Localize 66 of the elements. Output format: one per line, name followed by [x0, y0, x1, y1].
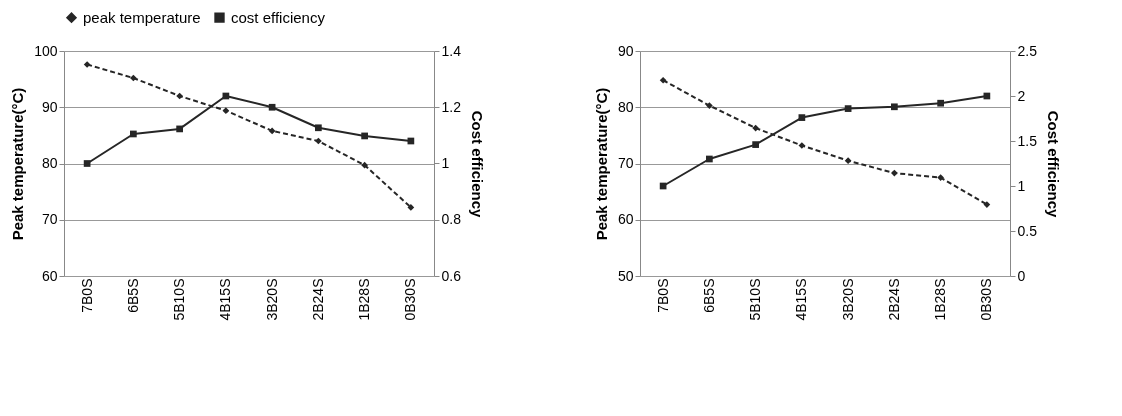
y2-axis-title: Cost efficiency: [468, 110, 486, 219]
y2-tick-label: 1.4: [441, 42, 462, 59]
x-tick-label: 7B0S: [654, 278, 671, 313]
point: [407, 204, 415, 211]
y2-tick-label: 1: [1017, 177, 1026, 194]
point: [268, 103, 276, 111]
x-tick-label: 4B15S: [793, 278, 810, 321]
y2-tick-label: 0: [1017, 267, 1026, 284]
x-tick-label: 1B28S: [356, 278, 373, 321]
y-tick-label: 70: [617, 155, 634, 171]
point: [222, 107, 230, 114]
y2-tick-label: 2.5: [1017, 42, 1038, 59]
point: [706, 102, 713, 109]
y2-tick-label: 1.2: [441, 98, 462, 115]
y-tick-label: 60: [617, 211, 634, 228]
y-tick-label: 80: [617, 98, 634, 115]
x-tick-label: 2B24S: [309, 278, 326, 321]
point: [891, 169, 898, 177]
x-tick-label: 5B10S: [171, 278, 188, 321]
point: [315, 124, 322, 132]
point: [268, 127, 276, 135]
y2-tick-label: 0.5: [1017, 222, 1038, 239]
point: [176, 125, 183, 133]
point: [844, 157, 852, 165]
x-tick-label: 5B10S: [747, 278, 764, 321]
y-tick-label: 100: [34, 42, 58, 59]
legend-label: cost efficiency: [231, 8, 326, 26]
y-axis-title: Peak temperature(°C): [9, 87, 27, 241]
y-tick-label: 60: [41, 267, 58, 284]
point: [659, 76, 667, 84]
y-tick-label: 50: [617, 267, 634, 284]
point: [130, 130, 137, 138]
y2-tick-label: 1: [441, 155, 450, 171]
point: [706, 155, 713, 163]
point: [752, 124, 759, 132]
x-tick-label: 3B20S: [839, 278, 856, 321]
y-tick-label: 80: [41, 155, 58, 171]
y-tick-label: 70: [41, 211, 58, 228]
x-tick-label: 4B15S: [217, 278, 234, 321]
point: [937, 99, 944, 107]
point: [937, 174, 944, 181]
y2-tick-label: 2: [1017, 87, 1026, 104]
y-tick-label: 90: [617, 42, 634, 59]
x-tick-label: 0B30S: [978, 278, 995, 321]
point: [361, 132, 368, 140]
y2-tick-label: 0.8: [441, 211, 462, 228]
point: [83, 160, 91, 167]
y2-axis-title: Cost efficiency: [1044, 110, 1062, 219]
y-axis-title: Peak temperature(°C): [592, 87, 610, 241]
x-tick-label: 3B20S: [263, 278, 280, 321]
y-tick-label: 90: [41, 98, 58, 115]
point: [983, 201, 991, 208]
x-tick-label: 7B0S: [78, 278, 95, 313]
y2-tick-label: 0.6: [441, 267, 462, 284]
x-tick-label: 2B24S: [885, 278, 902, 321]
point: [752, 141, 759, 148]
point: [844, 105, 852, 112]
point: [361, 161, 368, 169]
x-tick-label: 6B5S: [124, 278, 141, 313]
x-tick-label: 1B28S: [932, 278, 949, 321]
point: [891, 103, 898, 111]
x-tick-label: 0B30S: [402, 278, 419, 321]
point: [798, 114, 806, 121]
y2-tick-label: 1.5: [1017, 132, 1038, 149]
legend-label: peak temperature: [83, 8, 201, 26]
x-tick-label: 6B5S: [700, 278, 717, 313]
